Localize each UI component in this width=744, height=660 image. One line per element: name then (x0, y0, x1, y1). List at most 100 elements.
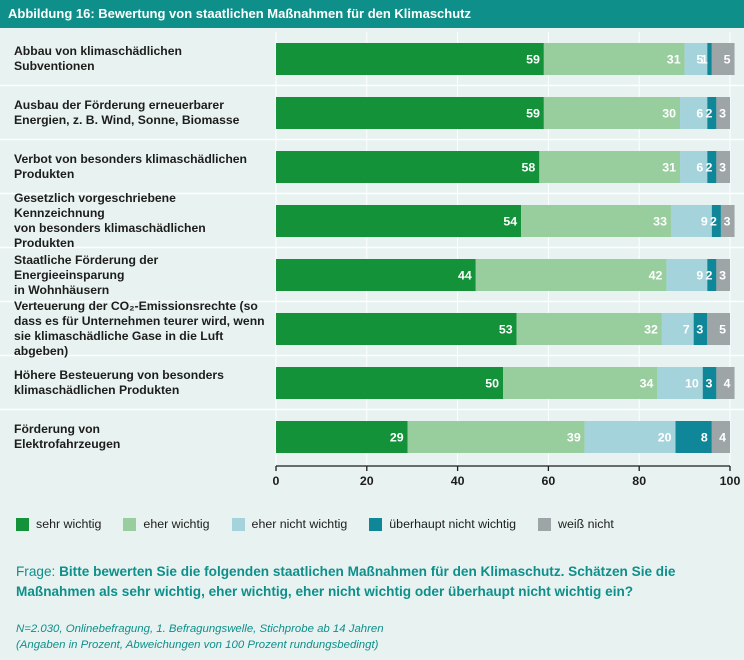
category-label-line: von besonders klimaschädlichen Produkten (14, 221, 206, 250)
data-label: 42 (649, 269, 663, 283)
bar-segment (680, 97, 708, 129)
data-label: 31 (667, 53, 681, 67)
footnote-units: (Angaben in Prozent, Abweichungen von 10… (16, 639, 379, 651)
category-label-line: Höhere Besteuerung von besonders (14, 368, 224, 382)
data-label: 3 (719, 269, 726, 283)
category-label: Staatliche Förderung der Energieeinsparu… (14, 248, 269, 302)
x-tick-label: 100 (720, 474, 741, 488)
category-label: Gesetzlich vorgeschriebene Kennzeichnung… (14, 191, 269, 251)
x-tick-label: 60 (542, 474, 556, 488)
question-text: Bitte bewerten Sie die folgenden staatli… (16, 564, 676, 599)
legend-swatch (538, 517, 552, 531)
category-label-line: Energien, z. B. Wind, Sonne, Biomasse (14, 113, 240, 127)
data-label: 3 (724, 215, 731, 229)
data-label: 3 (696, 323, 703, 337)
bar-segment (276, 367, 503, 399)
figure-title: Abbildung 16: Bewertung von staatlichen … (0, 0, 744, 28)
category-label-text: Förderung von Elektrofahrzeugen (14, 422, 120, 452)
category-label: Verbot von besonders klimaschädlichen Pro… (14, 140, 269, 194)
data-label: 3 (719, 161, 726, 175)
footnote: N=2.030, Onlinebefragung, 1. Befragungsw… (16, 621, 716, 653)
bar-segment (661, 313, 694, 345)
data-label: 5 (724, 53, 731, 67)
bar-segment (675, 421, 712, 453)
x-tick-label: 40 (451, 474, 465, 488)
bar-segment (539, 151, 681, 183)
bar-segment (707, 259, 717, 291)
legend-label: überhaupt nicht wichtig (389, 517, 517, 531)
bar-segment (716, 259, 730, 291)
bar-segment (407, 421, 585, 453)
category-label: Verteuerung der CO₂-Emissionsrechte (so d… (14, 299, 269, 359)
category-label-line: in Wohnhäusern (14, 282, 110, 297)
data-label: 29 (390, 431, 404, 445)
stacked-bar-chart: Abbau von klimaschädlichen Subventionen Au… (0, 28, 744, 510)
category-label-line: Staatliche Förderung der Energieeinsparu… (14, 252, 159, 282)
bar-segment (716, 97, 730, 129)
bar-segment (711, 205, 721, 237)
bar-segment (693, 313, 708, 345)
bar-segment (543, 97, 681, 129)
category-label-line: Subventionen (14, 59, 95, 73)
category-label-line: Verbot von besonders klimaschädlichen (14, 152, 247, 166)
legend-item: weiß nicht (538, 517, 614, 531)
data-label: 34 (640, 377, 654, 391)
data-label: 2 (710, 215, 717, 229)
category-label-text: Gesetzlich vorgeschriebene Kennzeichnung… (14, 191, 269, 251)
category-label-text: Ausbau der Förderung erneuerbarer Energie… (14, 98, 239, 128)
bar-segment (702, 367, 717, 399)
category-label-text: Verbot von besonders klimaschädlichen Pro… (14, 152, 247, 182)
data-label: 32 (644, 323, 658, 337)
category-label-line: Gesetzlich vorgeschriebene Kennzeichnung (14, 191, 176, 220)
survey-question: Frage: Bitte bewerten Sie die folgenden … (16, 562, 706, 602)
footnote-sample: N=2.030, Onlinebefragung, 1. Befragungsw… (16, 623, 384, 635)
data-label: 50 (485, 377, 499, 391)
x-tick-label: 0 (273, 474, 280, 488)
category-label-line: Förderung von (14, 422, 100, 436)
legend-item: sehr wichtig (16, 517, 101, 531)
legend-label: eher wichtig (143, 517, 210, 531)
category-label: Abbau von klimaschädlichen Subventionen (14, 32, 269, 86)
data-label: 53 (499, 323, 513, 337)
data-label: 39 (567, 431, 581, 445)
legend-swatch (123, 517, 137, 531)
legend-label: eher nicht wichtig (251, 517, 348, 531)
bar-segment (503, 367, 658, 399)
legend-item: eher nicht wichtig (231, 517, 348, 531)
data-label: 33 (653, 215, 667, 229)
bar-segment (707, 97, 717, 129)
bar-segment (276, 97, 544, 129)
data-label: 5 (696, 53, 703, 67)
bar-segment (276, 421, 408, 453)
data-label: 30 (662, 107, 676, 121)
category-label-line: Ausbau der Förderung erneuerbarer (14, 98, 224, 112)
category-label: Höhere Besteuerung von besonders klimasch… (14, 356, 269, 410)
category-label-text: Verteuerung der CO₂-Emissionsrechte (so d… (14, 299, 269, 359)
legend-swatch (231, 517, 245, 531)
bar-segment (276, 205, 522, 237)
legend-swatch (16, 517, 29, 531)
category-label: Ausbau der Förderung erneuerbarer Energie… (14, 86, 269, 140)
bar-segment (584, 421, 676, 453)
data-label: 10 (685, 377, 699, 391)
bar-segment (716, 367, 735, 399)
data-label: 4 (724, 377, 731, 391)
bar-segment (670, 205, 712, 237)
data-label: 7 (683, 323, 690, 337)
category-label-line: klimaschädlichen Produkten (14, 383, 180, 397)
category-label-line: dass es für Unternehmen teurer wird, wen… (14, 314, 265, 328)
legend-item: eher wichtig (123, 517, 210, 531)
bar-segment (680, 151, 708, 183)
category-label-line: Verteuerung der CO₂-Emissionsrechte (so (14, 299, 258, 313)
data-label: 9 (701, 215, 708, 229)
bar-segment (521, 205, 671, 237)
legend: sehr wichtig eher wichtig eher nicht wicht… (16, 516, 636, 532)
bar-segment (276, 313, 517, 345)
bar-segment (711, 43, 735, 75)
legend-item: überhaupt nicht wichtig (369, 517, 516, 531)
category-label-line: sie klimaschädliche Gase in die Luft abg… (14, 329, 224, 358)
data-label: 2 (705, 107, 712, 121)
data-label: 59 (526, 53, 540, 67)
data-label: 3 (719, 107, 726, 121)
legend-label: weiß nicht (558, 517, 614, 531)
